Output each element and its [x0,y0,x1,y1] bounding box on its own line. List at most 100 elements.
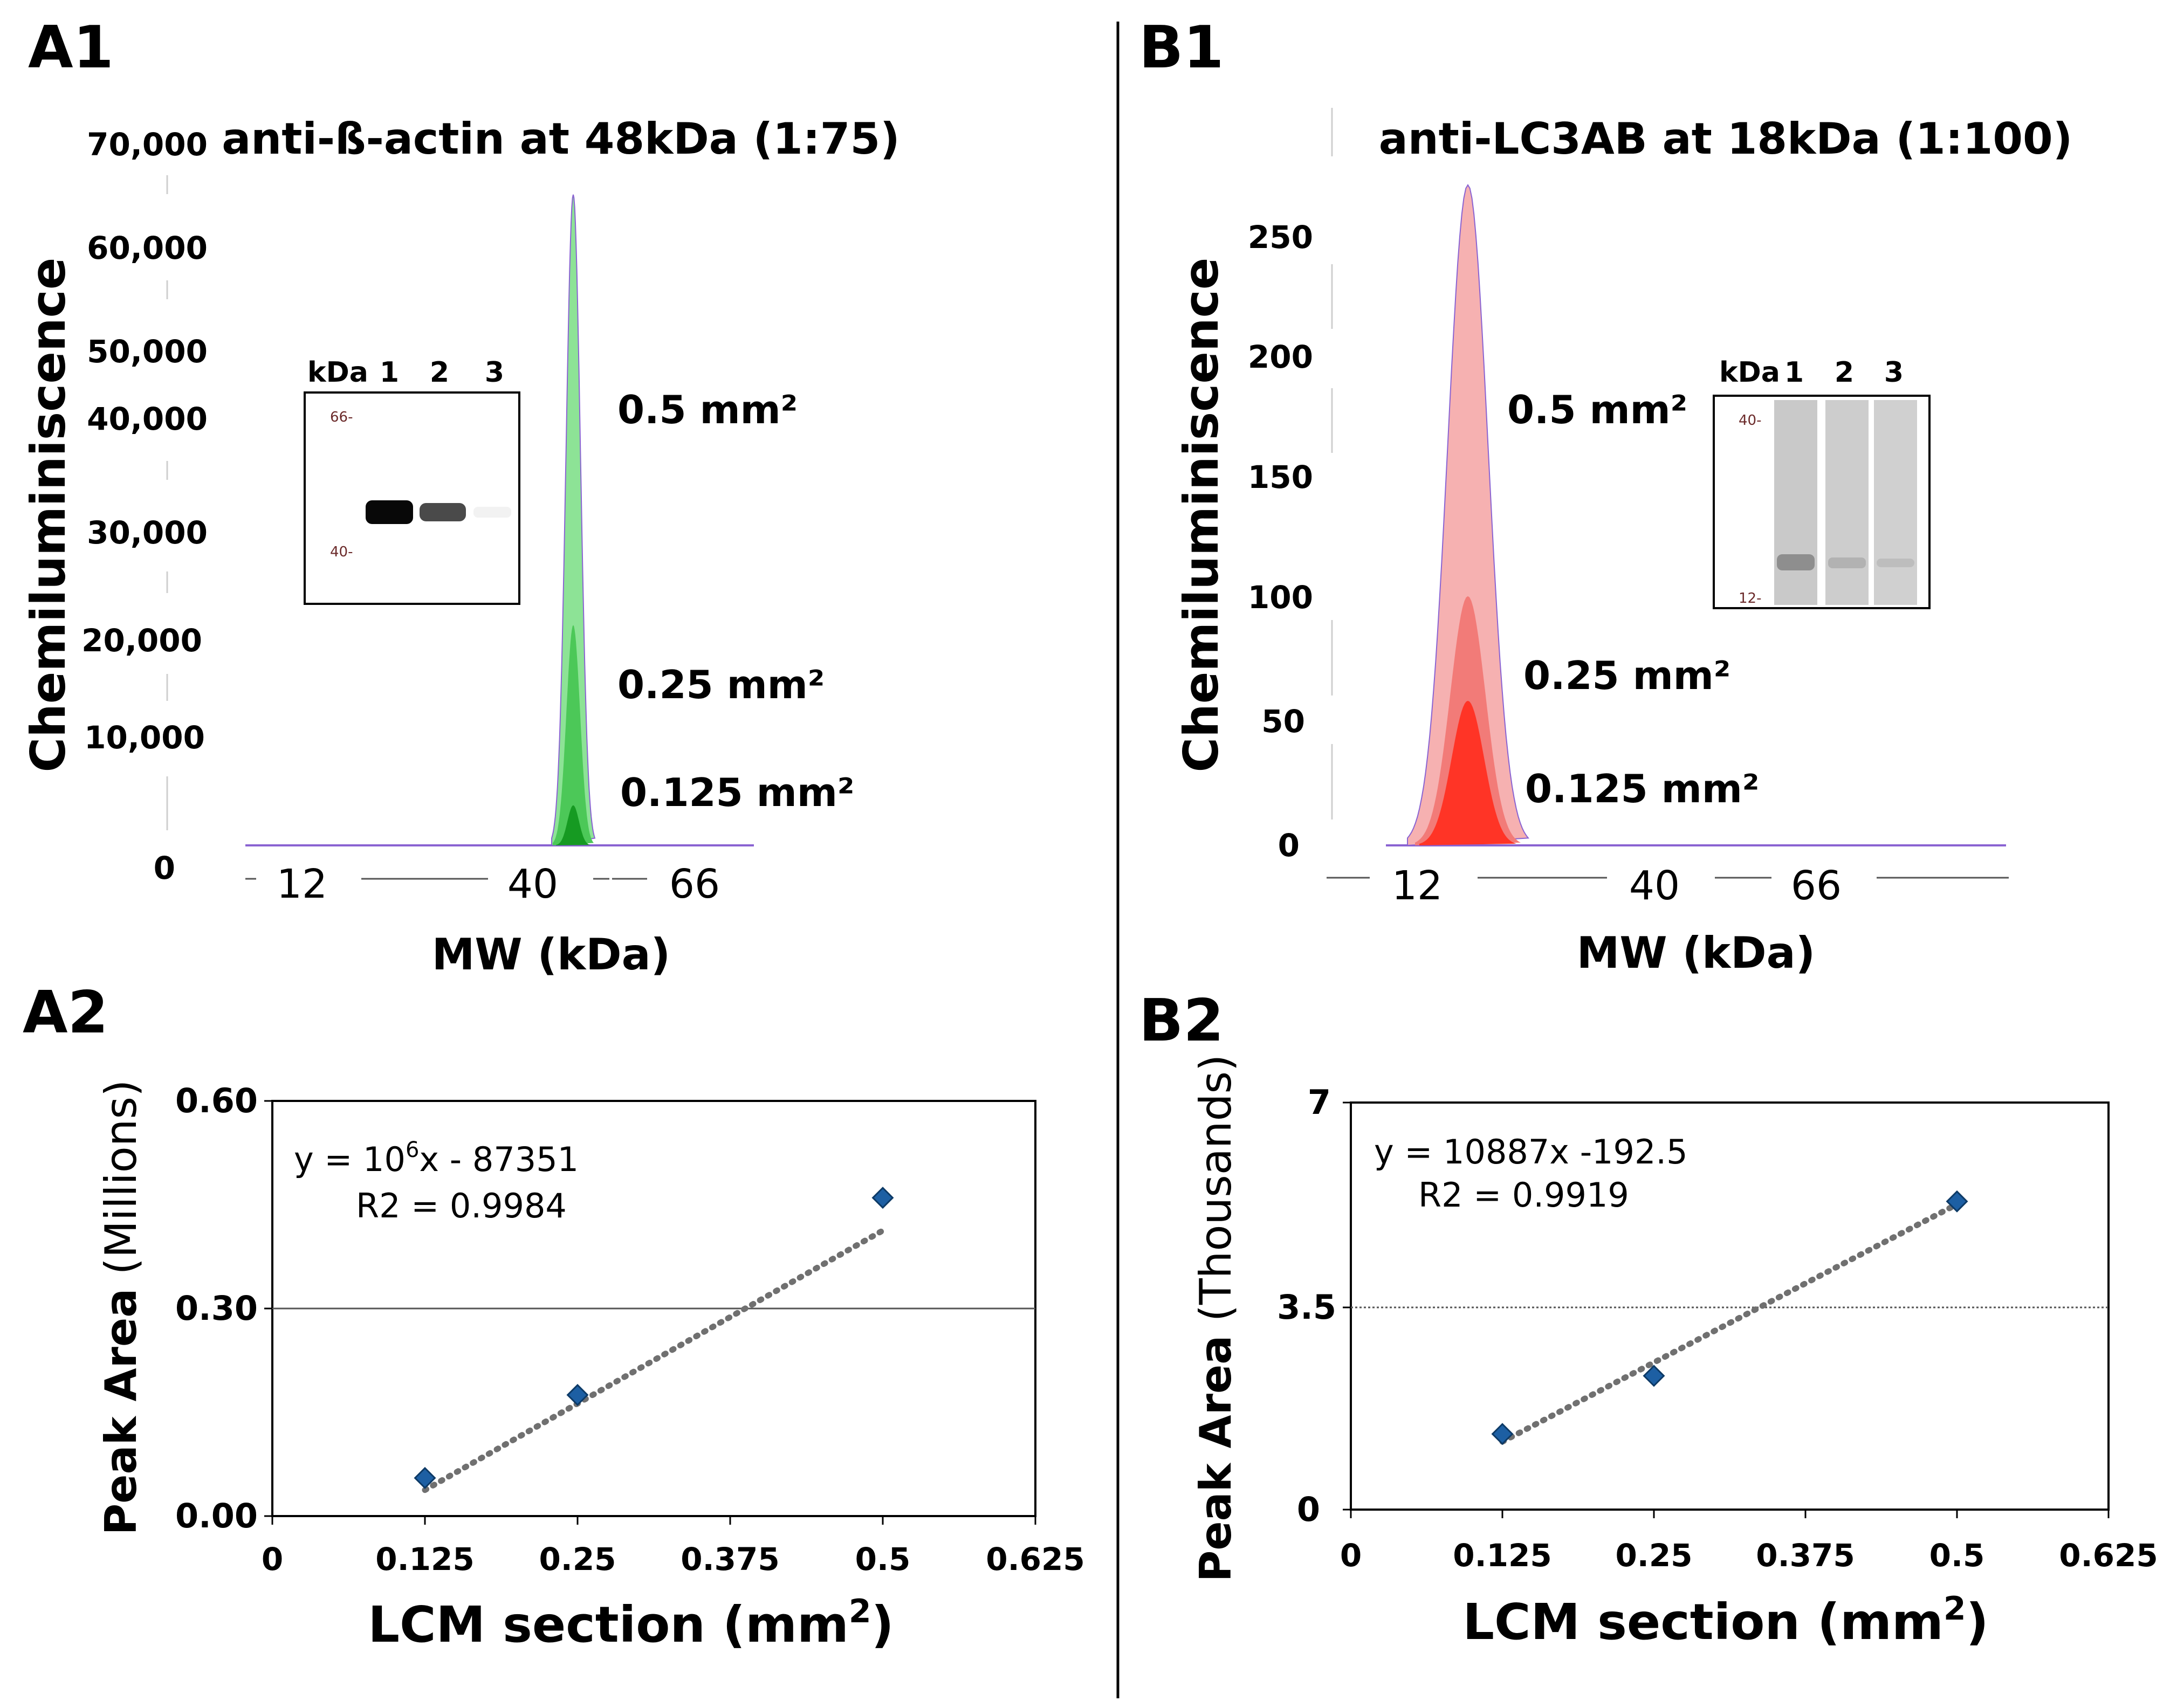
a1-series-label: 0.25 mm² [617,662,825,707]
b1-peak-0.125mm2 [1419,700,1516,845]
b1-y-tick-label: 150 [1248,459,1313,495]
a1-inset-lane-1: 1 [380,356,399,389]
b1-y-tick-label: 50 [1261,703,1305,740]
b1-y-tick-label: 100 [1248,579,1313,616]
panel-label-a2: A2 [23,979,108,1046]
a1-series-label: 0.5 mm² [617,387,798,432]
a1-x-tick-label: 66 [669,861,720,907]
a2-x-tick-label: 0.375 [681,1541,779,1578]
a1-y-tick-label: 50,000 [87,333,208,370]
b2-r-squared: R2 = 0.9919 [1418,1175,1629,1215]
a1-inset-marker: 66- [330,409,353,425]
a1-inset-lane-3: 3 [485,356,504,389]
b2-x-tick-label: 0.125 [1453,1537,1551,1574]
a1-inset-marker: 40- [330,544,353,560]
b1-blot-lane-3 [1874,400,1917,605]
b2-x-tick-label: 0.625 [2059,1537,2158,1574]
b1-inset-lane-1: 1 [1784,356,1804,389]
a1-blot-band-lane-3 [473,507,511,518]
b2-y-tick-label: 7 [1308,1083,1331,1122]
a2-data-point [566,1383,589,1406]
a2-tick-marks [264,1100,1036,1525]
b2-data-point [1491,1423,1514,1445]
b2-equation: y = 10887x -192.5 [1374,1132,1688,1172]
a1-blot-band-lane-2 [420,503,466,521]
chart-b2: 7 3.5 0 0 0.125 0.25 0.375 0.5 0.625 LCM… [1191,1055,2158,1651]
b1-series-label: 0.5 mm² [1507,387,1687,432]
b1-y-tick-label: 200 [1248,339,1313,375]
b1-y-tick-label: 250 [1248,219,1313,256]
b1-title: anti-LC3AB at 18kDa (1:100) [1379,114,2073,164]
a1-peak-0.5mm2 [551,194,596,846]
a2-data-point [414,1466,436,1489]
b1-x-tick-label: 40 [1629,863,1680,909]
chart-a1: anti-ß-actin at 48kDa (1:75) Chemilumini… [20,114,900,980]
b1-blot-lane-2 [1825,400,1869,605]
b1-blot-band-lane-3 [1877,559,1914,567]
panel-label-b2: B2 [1139,987,1224,1055]
b2-data-point [1643,1365,1665,1387]
a2-x-tick-label: 0.125 [375,1541,474,1578]
panel-label-b1: B1 [1139,14,1224,81]
b2-x-tick-label: 0.375 [1756,1537,1855,1574]
a1-peak-0.125mm2 [556,805,590,845]
chart-b1: anti-LC3AB at 18kDa (1:100) Chemiluminis… [1173,108,2072,978]
b1-y-axis-label: Chemiluminiscence [1173,258,1229,773]
a1-series-label: 0.125 mm² [620,770,854,815]
a1-peak-0.25mm2 [553,625,594,845]
a1-x-axis-label: MW (kDa) [432,929,670,980]
b1-peak-0.5mm2 [1407,184,1529,846]
a1-x-tick-label: 12 [277,861,327,907]
b1-x-axis-label: MW (kDa) [1577,928,1815,978]
b1-series-label: 0.125 mm² [1525,766,1759,811]
b1-inset-lane-2: 2 [1835,356,1854,389]
b1-x-tick-label: 12 [1392,863,1443,909]
a1-blot-band-lane-1 [366,500,413,524]
a1-inset-lane-2: 2 [430,356,449,389]
a1-inset-blot: kDa 1 2 3 66- 40- [304,356,520,605]
b1-inset-marker: 40- [1739,412,1761,429]
a2-x-tick-label: 0.5 [855,1541,911,1578]
a1-inset-header-kda: kDa [307,356,368,389]
a2-y-tick-label: 0.60 [175,1081,258,1120]
b2-plot-frame [1350,1101,2110,1511]
a2-x-tick-label: 0 [262,1541,283,1578]
a1-y-tick-label: 60,000 [87,230,208,266]
b2-x-tick-label: 0.5 [1929,1537,1985,1574]
a1-y-tick-label: 40,000 [87,401,208,437]
a1-title: anti-ß-actin at 48kDa (1:75) [222,114,899,164]
b1-inset-header-kda: kDa [1719,356,1780,389]
b2-trendline [1499,1201,1960,1445]
chart-a2: 0.60 0.30 0.00 0 0.125 0.25 0.375 0.5 0.… [96,1080,1085,1654]
b1-y-tick-label: 0 [1278,827,1300,864]
b2-x-axis-label: LCM section (mm2) [1462,1590,1988,1651]
b2-tick-marks [1343,1101,2110,1518]
a1-y-tick-label: 30,000 [87,514,208,551]
a1-y-tick-label: 70,000 [87,126,208,163]
b1-blot-band-lane-1 [1777,554,1815,570]
a1-y-tick-label: 0 [154,850,175,886]
b1-inset-blot: kDa 1 2 3 40- 12- [1713,356,1931,609]
b2-x-tick-label: 0 [1340,1537,1362,1574]
a1-y-tick-label: 10,000 [84,719,205,756]
a1-x-tick-label: 40 [507,861,558,907]
b1-x-tick-label: 66 [1791,863,1842,909]
a2-y-tick-label: 0.30 [175,1289,258,1328]
b2-x-tick-label: 0.25 [1615,1537,1692,1574]
b1-blot-lane-1 [1774,400,1817,605]
a2-x-axis-label: LCM section (mm2) [368,1593,894,1654]
a2-equation: y = 106x - 87351 [294,1138,579,1179]
b2-y-tick-label: 0 [1297,1490,1320,1529]
b1-inset-marker: 12- [1739,590,1761,607]
a1-y-tick-label: 20,000 [81,622,202,659]
a2-x-tick-label: 0.25 [539,1541,616,1578]
b1-series-label: 0.25 mm² [1523,653,1730,698]
b1-inset-lane-3: 3 [1884,356,1904,389]
a2-y-tick-label: 0.00 [175,1496,258,1535]
a2-r-squared: R2 = 0.9984 [356,1186,567,1225]
b2-data-point [1946,1190,1968,1213]
b2-y-tick-label: 3.5 [1277,1287,1336,1327]
b1-blot-band-lane-2 [1828,557,1866,568]
a2-y-axis-label: Peak Area (Millions) [96,1080,146,1535]
panel-label-a1: A1 [28,14,114,81]
